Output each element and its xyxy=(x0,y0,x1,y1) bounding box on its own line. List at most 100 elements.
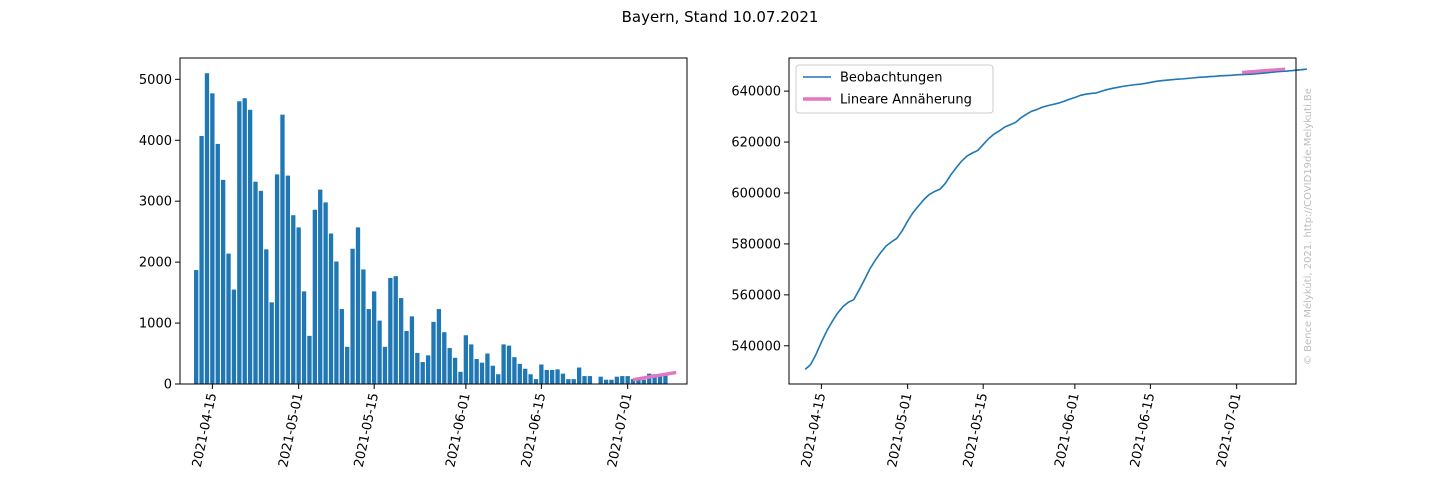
legend-label-fit: Lineare Annäherung xyxy=(840,93,972,108)
bar xyxy=(280,114,285,384)
x-tick-label: 2021-04-15 xyxy=(799,392,829,469)
bar xyxy=(490,365,495,384)
bar xyxy=(496,374,501,384)
bar xyxy=(641,379,647,384)
bar xyxy=(485,353,490,384)
fit-line xyxy=(1241,67,1286,75)
bar xyxy=(409,316,415,384)
bar xyxy=(355,227,361,384)
bar xyxy=(474,359,479,384)
bar xyxy=(560,373,566,384)
bar xyxy=(533,379,539,384)
y-tick-label: 540000 xyxy=(731,339,781,354)
bar xyxy=(657,374,663,384)
bar xyxy=(301,291,307,384)
bar xyxy=(663,373,668,384)
bar xyxy=(458,371,463,384)
y-tick-label: 0 xyxy=(164,378,172,393)
bar-chart-frame xyxy=(179,57,688,385)
bar xyxy=(323,202,328,384)
x-tick-label: 2021-05-15 xyxy=(352,392,382,469)
bar xyxy=(194,270,199,384)
chart-legend: Beobachtungen Lineare Annäherung xyxy=(795,64,994,114)
bar xyxy=(587,376,593,384)
bar xyxy=(463,335,469,384)
bar xyxy=(539,364,544,384)
bar xyxy=(318,189,323,384)
bar xyxy=(566,379,571,384)
bar xyxy=(361,269,366,384)
fit-line xyxy=(632,370,677,382)
bar xyxy=(334,261,339,384)
bar xyxy=(598,376,603,384)
copyright-watermark: © Bence Mélykúti, 2021. http://COVID19de… xyxy=(1302,88,1314,365)
bar xyxy=(237,101,242,384)
bar xyxy=(452,357,458,384)
y-tick-label: 580000 xyxy=(731,237,781,252)
bar xyxy=(479,362,485,384)
bar xyxy=(523,368,528,384)
bar xyxy=(226,253,231,384)
bar xyxy=(393,276,398,384)
observation-line xyxy=(804,68,1307,370)
bar xyxy=(220,179,226,384)
fit-line-series xyxy=(632,370,677,382)
bar xyxy=(436,309,442,384)
y-tick-label: 620000 xyxy=(731,136,781,151)
bar xyxy=(512,357,517,384)
x-tick-label: 2021-04-15 xyxy=(190,392,220,469)
bar xyxy=(576,367,582,384)
bar xyxy=(204,73,210,384)
bar xyxy=(242,98,247,384)
bar xyxy=(469,344,474,384)
bar xyxy=(274,174,280,384)
bar xyxy=(614,376,620,384)
y-tick-label: 600000 xyxy=(731,186,781,201)
y-tick-label: 640000 xyxy=(731,85,781,100)
bar xyxy=(210,93,215,385)
bar xyxy=(506,345,512,384)
y-tick-label: 1000 xyxy=(139,317,172,332)
bar xyxy=(571,379,576,384)
x-tick-label: 2021-06-01 xyxy=(443,392,473,469)
bar xyxy=(296,227,301,384)
bar xyxy=(630,379,636,384)
bar xyxy=(269,302,274,384)
x-tick-label: 2021-06-15 xyxy=(1128,392,1158,469)
bar xyxy=(264,249,269,384)
bar xyxy=(247,109,253,384)
bar-chart-x-axis: 2021-04-15 2021-05-01 2021-05-15 2021-06-01… xyxy=(190,384,636,469)
line-series xyxy=(804,67,1307,370)
bar xyxy=(415,352,420,384)
bar xyxy=(339,309,344,384)
bar xyxy=(652,374,657,384)
y-tick-label: 3000 xyxy=(139,195,172,210)
y-tick-label: 4000 xyxy=(139,134,172,149)
bar xyxy=(215,143,220,384)
bar-chart-y-axis: 0 1000 2000 3000 4000 5000 xyxy=(139,73,180,393)
bar xyxy=(253,181,258,384)
bar-chart-panel: 0 1000 2000 3000 4000 5000 2021-04-15 2021-05-… xyxy=(139,57,688,469)
bar xyxy=(447,348,452,384)
bar xyxy=(544,369,549,384)
bar xyxy=(425,355,431,384)
bar xyxy=(258,190,264,384)
line-chart-y-axis: 540000 560000 580000 600000 620000 640000 xyxy=(731,85,789,354)
x-tick-label: 2021-06-01 xyxy=(1052,392,1082,469)
bar xyxy=(350,248,355,384)
x-tick-label: 2021-05-01 xyxy=(276,392,306,469)
bar xyxy=(517,363,522,384)
y-tick-label: 2000 xyxy=(139,256,172,271)
bar xyxy=(501,344,506,384)
bar xyxy=(609,379,614,384)
x-tick-label: 2021-07-01 xyxy=(605,392,635,469)
bar xyxy=(442,332,447,384)
bar xyxy=(285,175,291,384)
bar xyxy=(647,373,652,384)
bar xyxy=(603,379,609,384)
bar xyxy=(382,346,388,384)
bar xyxy=(231,289,237,384)
x-tick-label: 2021-05-15 xyxy=(961,392,991,469)
line-chart-x-axis: 2021-04-15 2021-05-01 2021-05-15 2021-06-01… xyxy=(799,384,1245,469)
bar xyxy=(620,376,625,384)
